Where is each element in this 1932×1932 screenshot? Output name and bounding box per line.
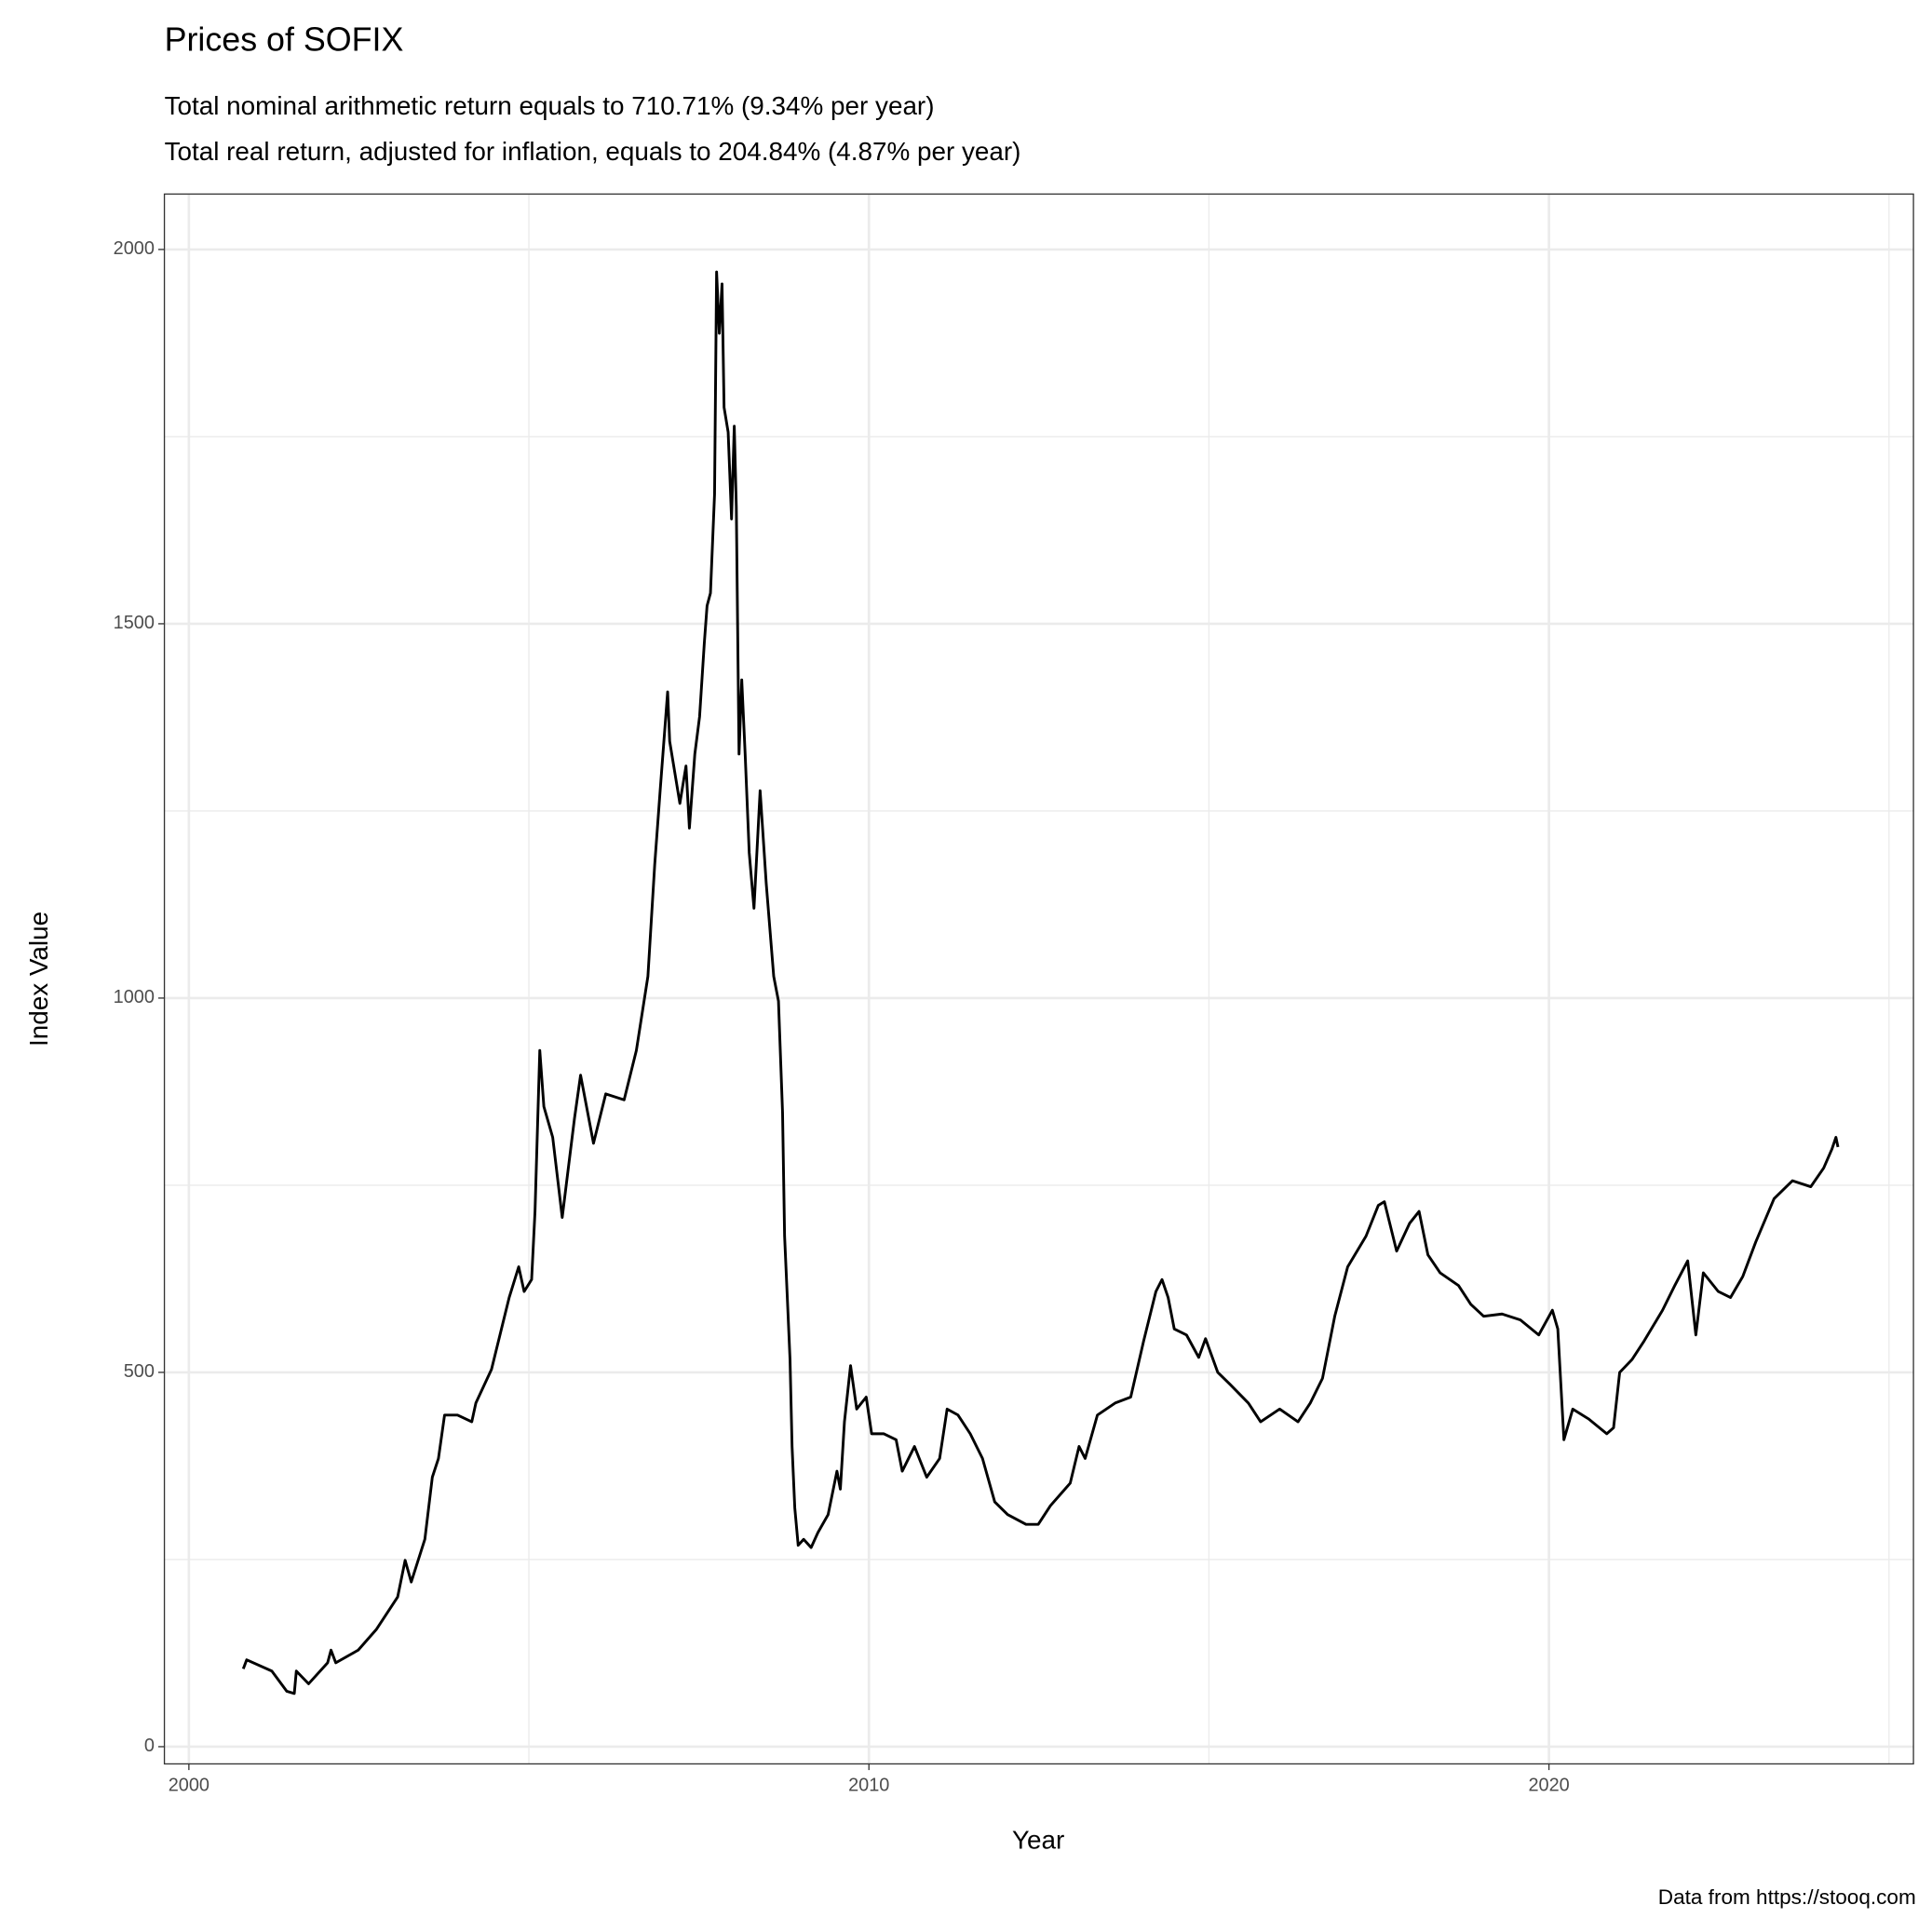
x-axis-title: Year bbox=[1012, 1825, 1064, 1854]
chart-title: Prices of SOFIX bbox=[165, 21, 404, 59]
chart-subtitle: Total nominal arithmetic return equals t… bbox=[165, 91, 935, 120]
plot-border bbox=[163, 193, 1914, 1765]
chart-subtitle: Total real return, adjusted for inflatio… bbox=[165, 137, 1021, 166]
price-line bbox=[241, 270, 1840, 1696]
x-tick-label: 2000 bbox=[169, 1776, 209, 1796]
y-tick-label: 500 bbox=[124, 1361, 155, 1382]
y-tick-label: 1000 bbox=[114, 987, 155, 1007]
y-tick-label: 2000 bbox=[114, 238, 155, 259]
x-tick-label: 2010 bbox=[848, 1776, 889, 1796]
y-tick-label: 1500 bbox=[114, 613, 155, 633]
y-axis-title: Index Value bbox=[24, 912, 53, 1047]
y-tick-label: 0 bbox=[144, 1736, 155, 1756]
caption: Data from https://stooq.com bbox=[1658, 1885, 1916, 1909]
x-tick-label: 2020 bbox=[1528, 1776, 1569, 1796]
